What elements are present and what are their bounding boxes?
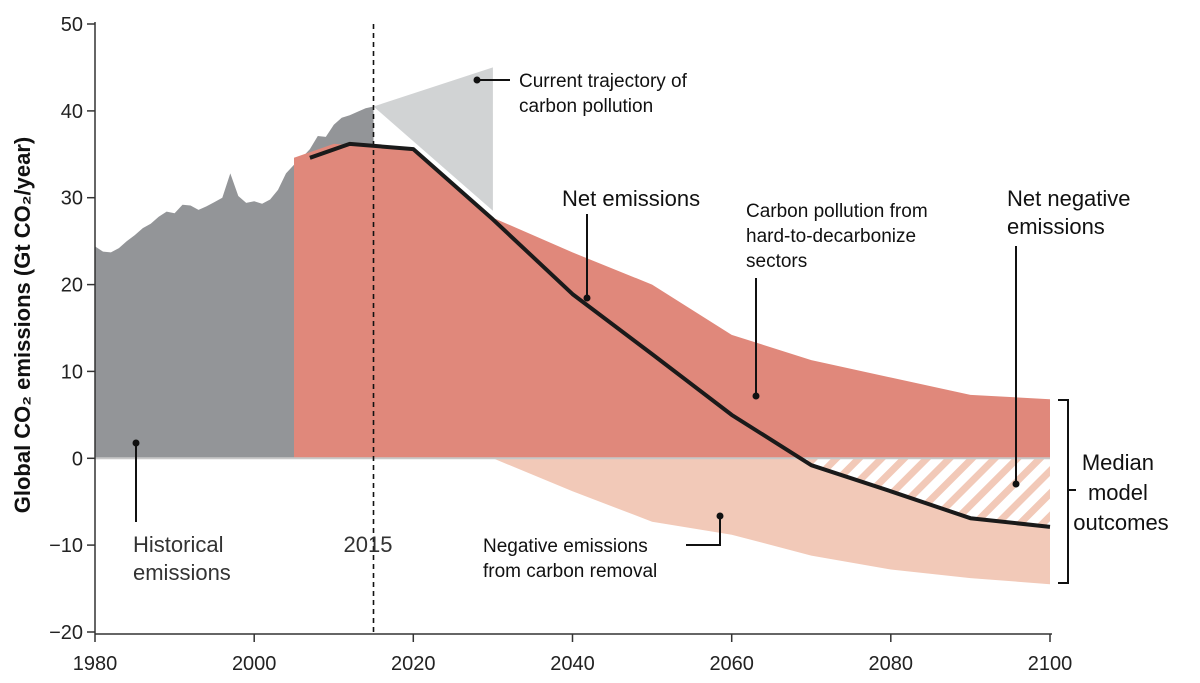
annotation-median: Median model outcomes: [1073, 450, 1168, 535]
y-axis-label: Global CO₂ emissions (Gt CO₂/year): [10, 137, 35, 514]
y-tick-label: 20: [61, 275, 83, 297]
dot-net-negative: [1012, 480, 1020, 488]
y-tick-label: 0: [72, 448, 83, 470]
y-tick-label: 40: [61, 101, 83, 123]
median-bracket: [1058, 399, 1069, 584]
x-tick-label: 2040: [550, 653, 595, 675]
dot-negative-removal: [716, 512, 724, 520]
annotation-net-negative: Net negative emissions: [1007, 186, 1137, 239]
annotation-net-emissions: Net emissions: [562, 186, 700, 211]
net-negative-hatched-area: [800, 458, 1050, 527]
current-trajectory-area: [373, 67, 493, 211]
y-tick-label: −10: [49, 535, 83, 557]
y-tick-label: 30: [61, 188, 83, 210]
x-tick-label: 1980: [73, 653, 118, 675]
dot-current-trajectory: [473, 76, 481, 84]
x-tick-group: 1980 2000 2020 2040 2060 2080 2100: [73, 634, 1073, 675]
x-tick-label: 2060: [709, 653, 754, 675]
x-tick-label: 2020: [391, 653, 436, 675]
hard-to-decarbonize-area: [294, 143, 1050, 459]
dot-historical: [132, 439, 140, 447]
y-tick-label: 50: [61, 14, 83, 36]
x-tick-label: 2000: [232, 653, 277, 675]
net-emissions-line: [309, 141, 1051, 529]
annotation-negative-removal: Negative emissions from carbon removal: [483, 536, 657, 582]
y-tick-group: 50 40 30 20 10 0 −10 −20: [49, 14, 95, 644]
annotation-current-trajectory: Current trajectory of carbon pollution: [519, 71, 692, 117]
area-layer: [95, 67, 1050, 585]
y-tick-label: 10: [61, 361, 83, 383]
x-tick-label: 2100: [1028, 653, 1073, 675]
annotation-leaders: [135, 79, 1076, 584]
x-tick-label: 2080: [869, 653, 914, 675]
dot-hard-to-decarbonize: [752, 392, 760, 400]
leader-negative-removal: [686, 516, 721, 546]
annotation-dots: [132, 76, 1020, 520]
annotation-historical: Historical emissions: [133, 532, 231, 585]
reference-line-label: 2015: [344, 532, 393, 557]
annotation-hard-to-decarbonize: Carbon pollution from hard-to-decarboniz…: [746, 201, 933, 272]
y-tick-label: −20: [49, 622, 83, 644]
dot-net-emissions: [583, 294, 591, 302]
axes: 50 40 30 20 10 0 −10 −20 1980 2000 2020 2040 2060 20…: [49, 14, 1072, 675]
